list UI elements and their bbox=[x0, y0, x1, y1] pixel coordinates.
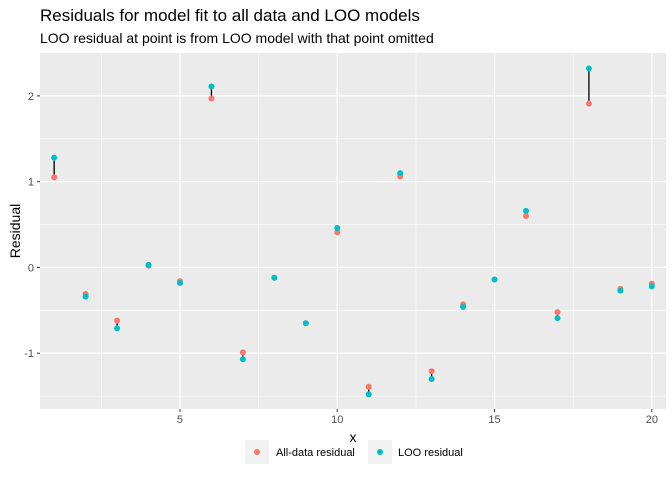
legend-key-point bbox=[377, 449, 383, 455]
y-tick-label: 2 bbox=[28, 91, 34, 103]
legend-label: LOO residual bbox=[398, 447, 463, 459]
loo-point bbox=[239, 356, 246, 363]
all-data-point bbox=[554, 309, 561, 316]
data-points bbox=[51, 65, 655, 398]
loo-point bbox=[208, 83, 215, 90]
loo-point bbox=[397, 170, 404, 177]
loo-point bbox=[460, 303, 467, 310]
plot-panel bbox=[40, 53, 666, 409]
legend-item-loo: LOO residual bbox=[368, 440, 463, 464]
all-data-point bbox=[114, 317, 121, 324]
all-data-point bbox=[239, 349, 246, 356]
y-axis: -1 0 1 2 bbox=[24, 91, 40, 360]
chart-subtitle: LOO residual at point is from LOO model … bbox=[40, 30, 434, 46]
loo-point bbox=[523, 207, 530, 214]
x-tick-label: 15 bbox=[488, 414, 500, 426]
x-tick-label: 20 bbox=[646, 414, 658, 426]
loo-point bbox=[554, 315, 561, 322]
all-data-point bbox=[51, 174, 58, 181]
all-data-point bbox=[208, 95, 215, 102]
y-tick-label: -1 bbox=[24, 348, 34, 360]
loo-point bbox=[271, 274, 278, 281]
loo-point bbox=[114, 325, 121, 332]
y-tick-label: 0 bbox=[28, 262, 34, 274]
all-data-point bbox=[523, 212, 530, 219]
loo-point bbox=[617, 287, 624, 294]
legend: All-data residual LOO residual bbox=[245, 440, 463, 464]
loo-point bbox=[302, 320, 309, 327]
loo-point bbox=[491, 276, 498, 283]
legend-label: All-data residual bbox=[276, 447, 355, 459]
loo-point bbox=[82, 293, 89, 300]
all-data-point bbox=[334, 229, 341, 236]
all-data-point bbox=[365, 383, 372, 390]
all-data-point bbox=[585, 100, 592, 107]
all-data-point bbox=[428, 368, 435, 375]
x-axis-title: x bbox=[350, 429, 357, 445]
y-tick-label: 1 bbox=[28, 177, 34, 189]
loo-point bbox=[176, 279, 183, 286]
x-tick-label: 5 bbox=[177, 414, 183, 426]
x-tick-label: 10 bbox=[331, 414, 343, 426]
y-axis-title: Residual bbox=[7, 204, 23, 258]
major-gridlines bbox=[40, 53, 666, 409]
loo-point bbox=[648, 283, 655, 290]
loo-point bbox=[51, 154, 58, 161]
loo-point bbox=[365, 391, 372, 398]
legend-key-point bbox=[254, 449, 260, 455]
x-axis: 5 10 15 20 bbox=[177, 409, 658, 426]
legend-item-all-data: All-data residual bbox=[245, 440, 355, 464]
minor-gridlines bbox=[40, 53, 666, 409]
loo-point bbox=[145, 261, 152, 268]
loo-point bbox=[334, 224, 341, 231]
chart-title: Residuals for model fit to all data and … bbox=[40, 6, 420, 25]
loo-point bbox=[428, 375, 435, 382]
loo-point bbox=[585, 65, 592, 72]
